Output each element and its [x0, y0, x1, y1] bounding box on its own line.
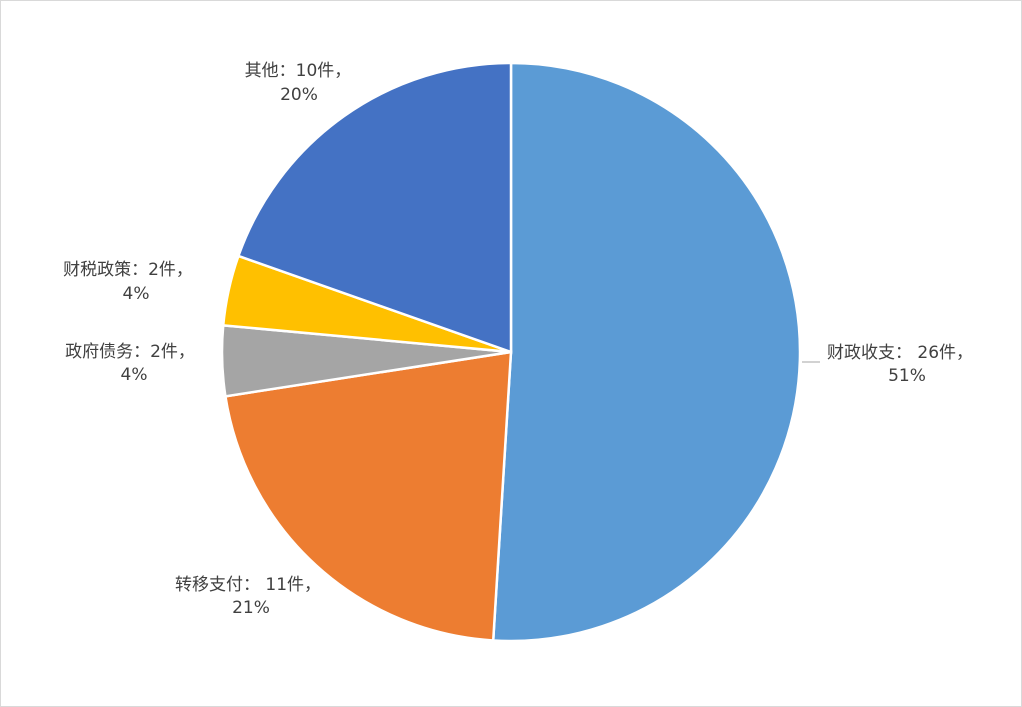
percent-label: 21% — [232, 598, 270, 618]
data-label: 其他：10件， — [245, 61, 352, 81]
percent-label: 4% — [123, 284, 150, 304]
data-label: 政府债务：2件， — [65, 342, 195, 362]
pie-slice — [236, 61, 513, 354]
pie-slice — [491, 61, 802, 643]
data-label: 财税政策：2件， — [63, 260, 193, 280]
percent-label: 20% — [280, 85, 318, 105]
data-label: 财政收支： 26件， — [827, 343, 973, 363]
percent-label: 4% — [121, 365, 148, 385]
data-label: 转移支付： 11件， — [175, 575, 321, 595]
percent-label: 51% — [888, 366, 926, 386]
pie-slice — [223, 350, 513, 642]
